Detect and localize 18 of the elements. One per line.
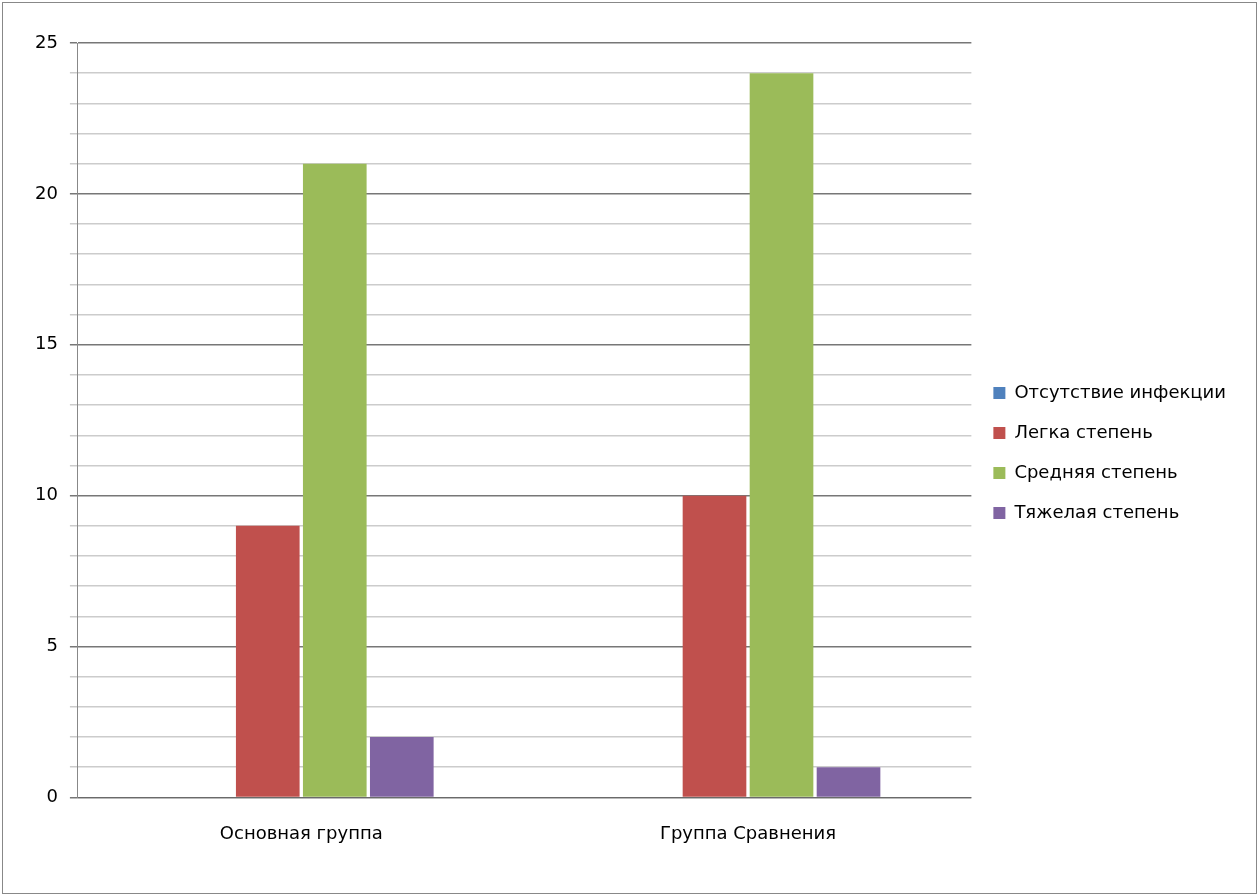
y-tick-label: 25 <box>35 30 58 52</box>
y-tick-label: 0 <box>46 785 58 807</box>
bar <box>682 495 747 797</box>
legend-label: Легка степень <box>1014 420 1153 442</box>
bar <box>235 525 300 797</box>
bar <box>302 163 367 797</box>
x-tick-label: Группа Сравнения <box>659 821 837 843</box>
y-tick-label: 5 <box>46 634 58 656</box>
bar <box>749 73 814 797</box>
x-tick-label: Основная группа <box>219 821 383 843</box>
legend-label: Тяжелая степень <box>1013 500 1180 522</box>
bar <box>369 737 434 797</box>
y-tick-label: 20 <box>35 181 58 203</box>
legend-label: Отсутствие инфекции <box>1014 380 1226 402</box>
y-tick-label: 10 <box>35 483 58 505</box>
legend-label: Средняя степень <box>1014 460 1178 482</box>
bar <box>816 767 881 797</box>
y-tick-label: 15 <box>35 332 58 354</box>
